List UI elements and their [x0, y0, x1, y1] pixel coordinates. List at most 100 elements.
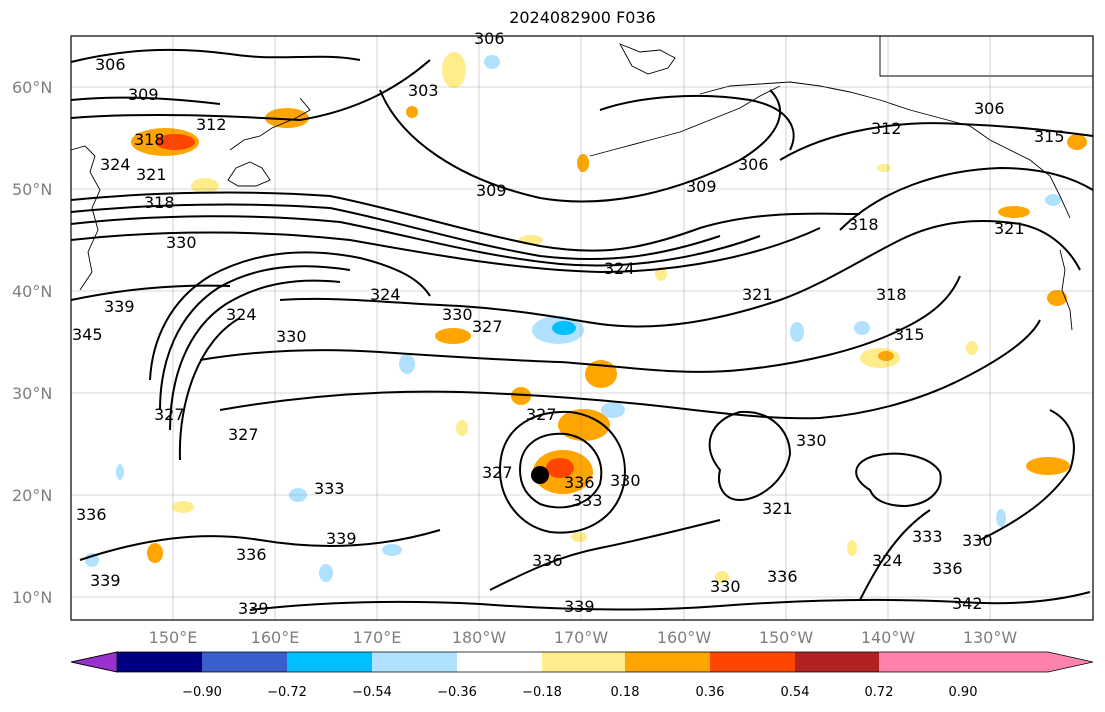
lon-label: 150°E	[149, 628, 198, 647]
colorbar-segment	[287, 652, 372, 672]
coastlines	[70, 36, 1093, 331]
contour-label: 321	[994, 219, 1025, 238]
contour-label: 306	[974, 99, 1005, 118]
contour-label: 315	[1034, 127, 1065, 146]
contour-label: 312	[196, 115, 227, 134]
contour-label: 324	[100, 155, 131, 174]
contour-label: 339	[90, 571, 121, 590]
contour-label: 336	[532, 551, 563, 570]
contour-label: 333	[572, 491, 603, 510]
storm-center-marker	[531, 466, 549, 484]
theta-contours	[70, 48, 1094, 611]
contour-label: 336	[236, 545, 267, 564]
contour-label: 309	[476, 181, 507, 200]
lat-label: 30°N	[12, 384, 52, 403]
longitude-labels: 150°E 160°E 170°E 180°W 170°W 160°W 150°…	[149, 628, 1018, 647]
latitude-labels: 60°N 50°N 40°N 30°N 20°N 10°N	[12, 78, 52, 607]
lon-label: 170°E	[353, 628, 402, 647]
lon-label: 180°W	[452, 628, 507, 647]
contour-label: 339	[326, 529, 357, 548]
contour-label: 306	[95, 55, 126, 74]
colorbar-segment	[372, 652, 457, 672]
lat-label: 50°N	[12, 180, 52, 199]
colorbar-tick-label: 0.54	[781, 685, 810, 700]
contour-label: 324	[370, 285, 401, 304]
colorbar-outline	[70, 651, 1094, 673]
gridlines	[71, 36, 1093, 620]
contour-label: 321	[762, 499, 793, 518]
contour-label: 345	[72, 325, 103, 344]
contour-label-group: 306 309 303 312 318 324 321 306 306 312 …	[72, 29, 1065, 618]
colorbar-segment	[202, 652, 287, 672]
colorbar-extend-min	[70, 651, 118, 673]
contour-label: 327	[526, 405, 557, 424]
map-title: 2024082900 F036	[509, 8, 656, 27]
contour-label: 321	[136, 165, 167, 184]
colorbar-tick-label: −0.18	[522, 685, 562, 700]
shading-layer	[85, 52, 1087, 583]
contour-label: 306	[738, 155, 769, 174]
contour-label: 309	[128, 85, 159, 104]
contour-label: 336	[767, 567, 798, 586]
contour-label: 330	[166, 233, 197, 252]
colorbar-segment	[710, 652, 795, 672]
contour-label: 330	[796, 431, 827, 450]
contour-label: 312	[871, 119, 902, 138]
contour-label: 342	[952, 594, 983, 613]
contour-label: 327	[482, 463, 513, 482]
colorbar-segment	[625, 652, 710, 672]
colorbar-tick-label: −0.36	[437, 685, 477, 700]
contour-label: 333	[314, 479, 345, 498]
contour-label: 318	[848, 215, 879, 234]
contour-label: 318	[876, 285, 907, 304]
lon-label: 130°W	[963, 628, 1018, 647]
contour-label: 315	[894, 325, 925, 344]
contour-label: 306	[474, 29, 505, 48]
lon-label: 170°W	[554, 628, 609, 647]
colorbar-segment	[457, 652, 542, 672]
contour-label: 330	[710, 577, 741, 596]
map-frame	[70, 35, 1094, 621]
colorbar-segment	[117, 652, 202, 672]
contour-label: 333	[912, 527, 943, 546]
colorbar-tick-label: 0.36	[696, 685, 725, 700]
colorbar-segment	[795, 652, 879, 672]
lat-label: 10°N	[12, 588, 52, 607]
lat-label: 20°N	[12, 486, 52, 505]
contour-label: 327	[154, 405, 185, 424]
contour-label: 330	[276, 327, 307, 346]
contour-label: 327	[472, 317, 503, 336]
contour-label: 339	[104, 297, 135, 316]
colorbar-tick-label: 0.72	[865, 685, 894, 700]
contour-label: 339	[238, 599, 269, 618]
contour-label: 324	[872, 551, 903, 570]
lat-label: 60°N	[12, 78, 52, 97]
contour-label: 330	[962, 531, 993, 550]
contour-label: 336	[76, 505, 107, 524]
lat-label: 40°N	[12, 282, 52, 301]
lon-label: 140°W	[861, 628, 916, 647]
contour-label: 309	[686, 177, 717, 196]
contour-label: 324	[226, 305, 257, 324]
contour-label: 318	[134, 130, 165, 149]
contour-label: 339	[564, 597, 595, 616]
lon-label: 160°W	[657, 628, 712, 647]
colorbar-segment	[879, 652, 963, 672]
colorbar-tick-label: −0.72	[267, 685, 307, 700]
contour-label: 327	[228, 425, 259, 444]
colorbar-tick-label: −0.54	[352, 685, 392, 700]
contour-label: 303	[408, 81, 439, 100]
contour-label: 318	[144, 193, 175, 212]
colorbar-tick-label: 0.18	[611, 685, 640, 700]
contour-label: 330	[442, 305, 473, 324]
colorbar-tick-label: −0.90	[182, 685, 222, 700]
colorbar-tick-label: 0.90	[949, 685, 978, 700]
contour-label: 336	[932, 559, 963, 578]
colorbar: −0.90 −0.72 −0.54 −0.36 −0.18 0.18 0.36 …	[70, 651, 1094, 700]
lon-label: 150°W	[759, 628, 814, 647]
colorbar-segment	[542, 652, 625, 672]
colorbar-extend-max	[963, 652, 1093, 672]
contour-label: 324	[604, 259, 635, 278]
lon-label: 160°E	[251, 628, 300, 647]
